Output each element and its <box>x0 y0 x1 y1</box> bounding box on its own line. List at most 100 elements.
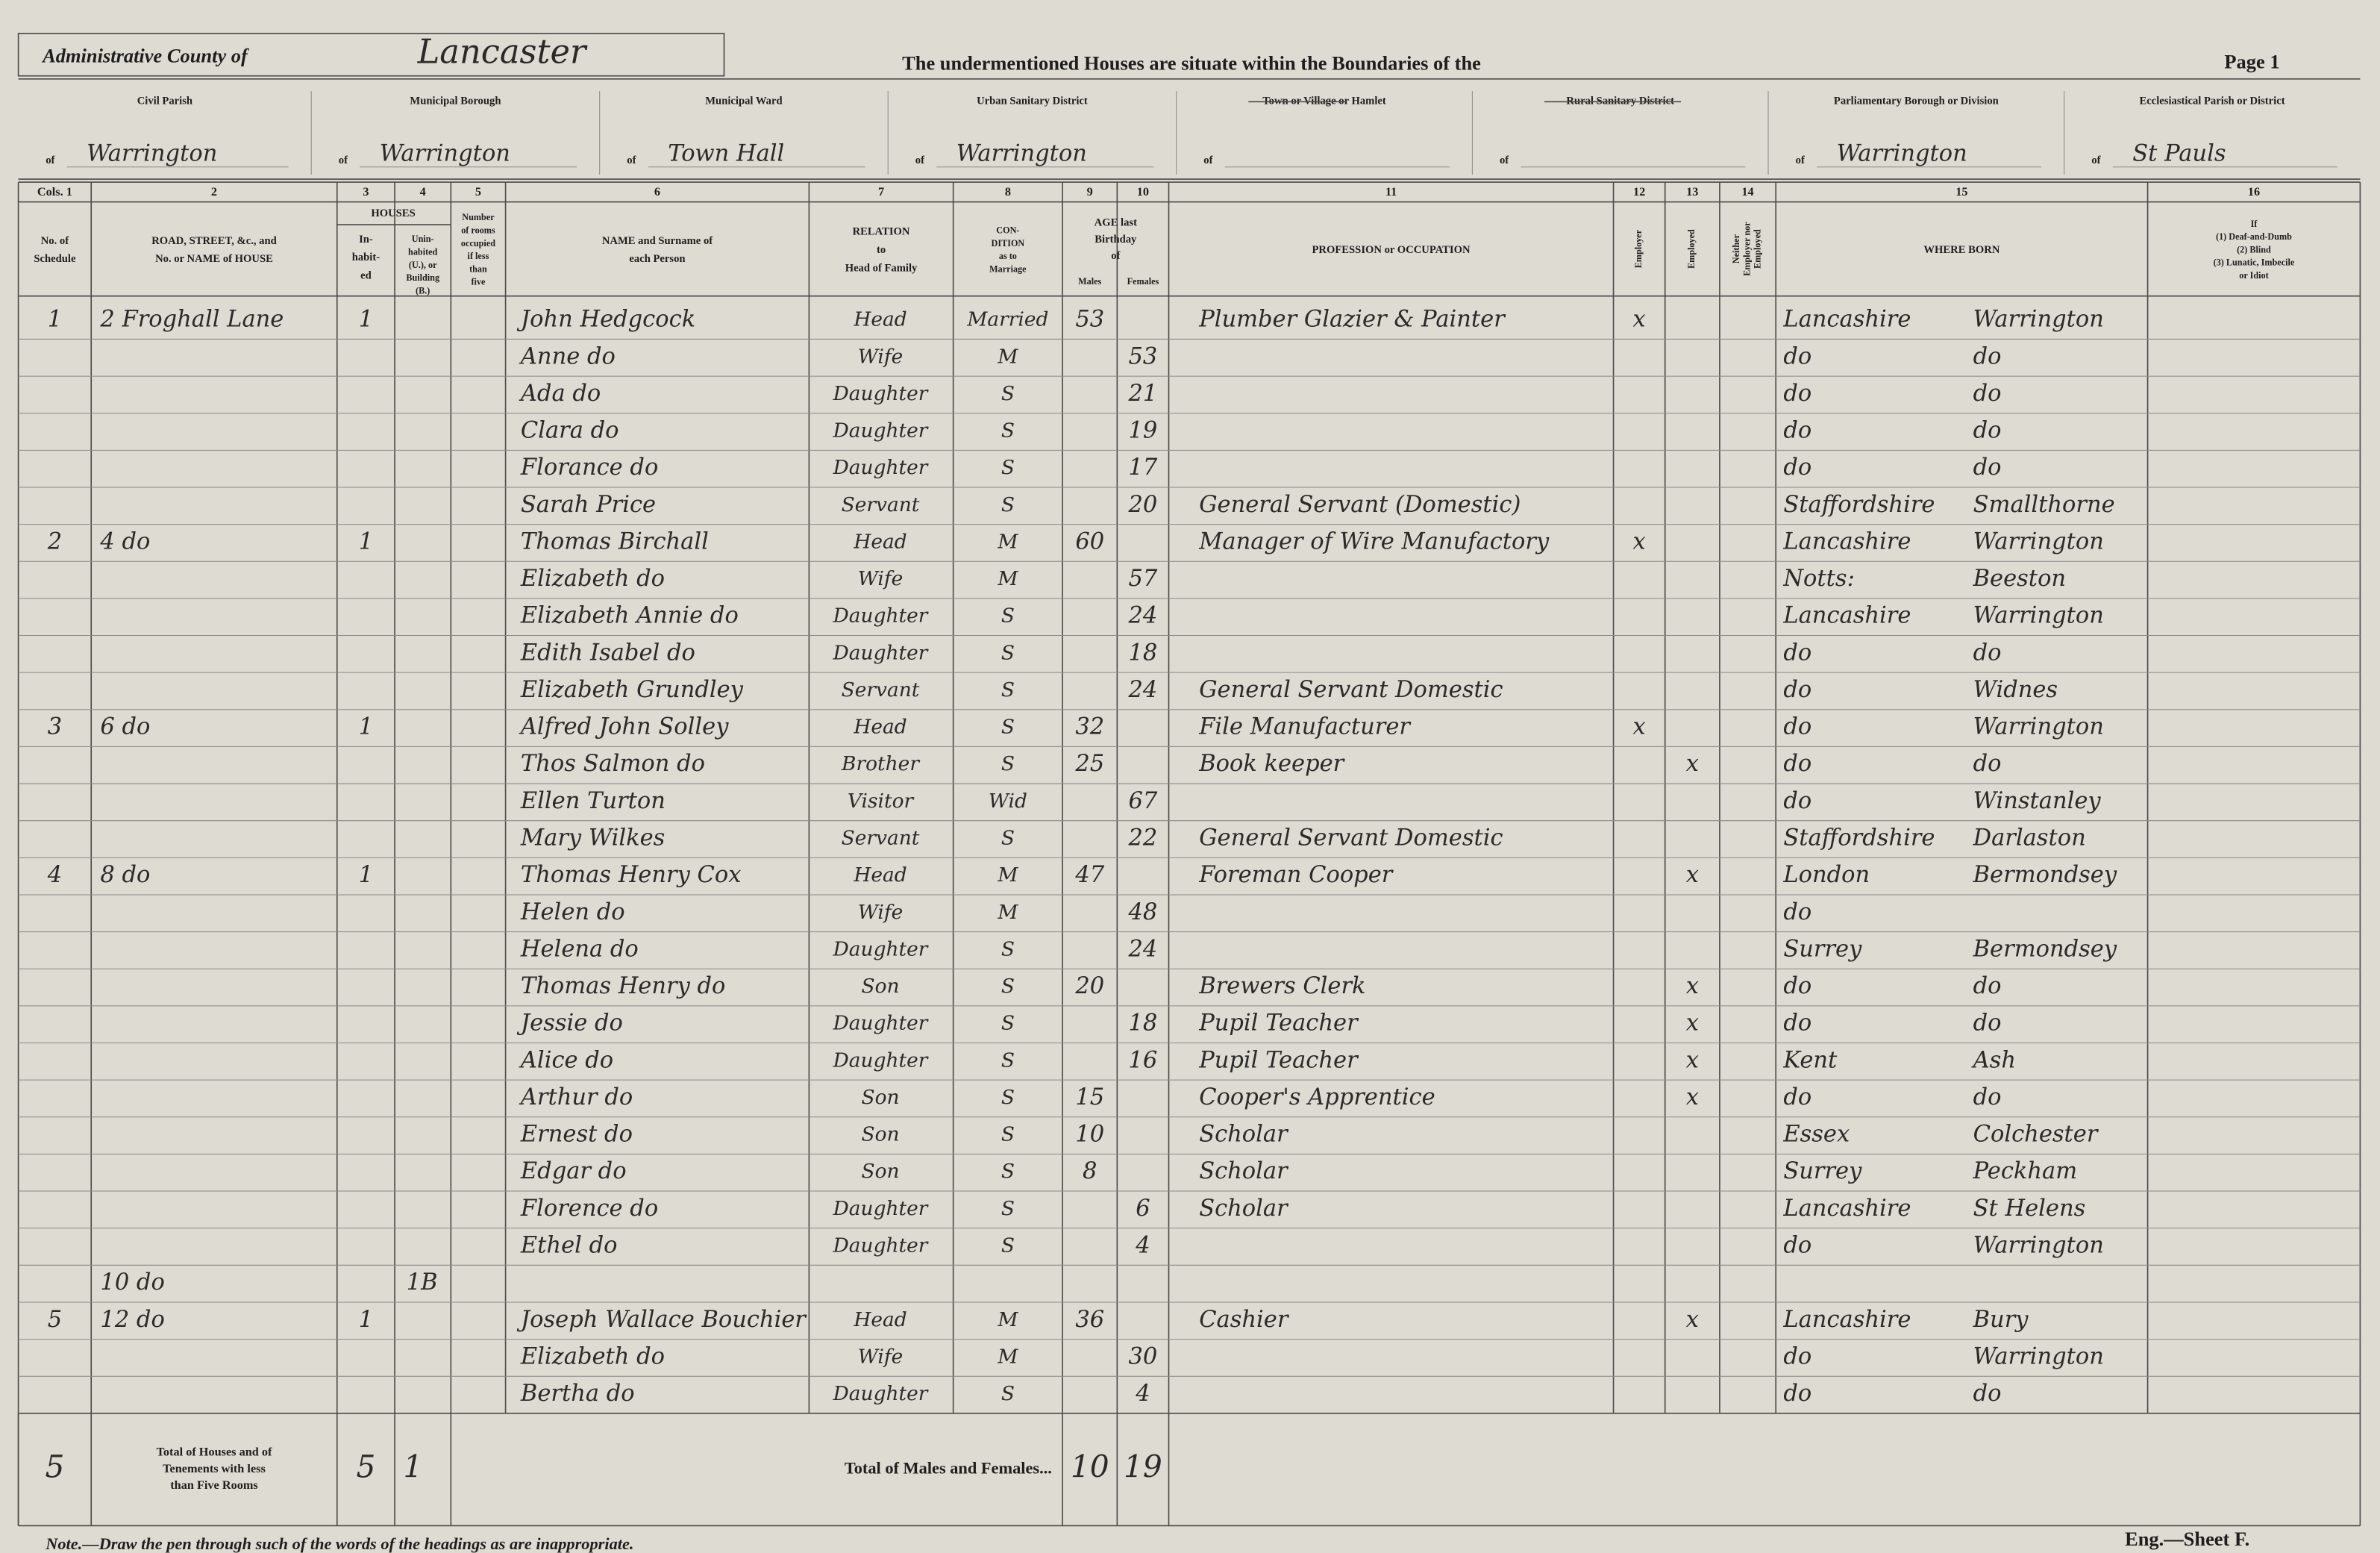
cell-employed: x <box>1686 751 1699 777</box>
column-head: Employed <box>1686 229 1697 269</box>
boundary-prefix: of <box>627 154 636 166</box>
intro: The undermentioned Houses are situate wi… <box>902 52 1481 75</box>
cell-birth-place: Darlaston <box>1973 825 2086 852</box>
boundary-prefix: of <box>339 154 348 166</box>
cell-birth-place: Warrington <box>1973 714 2104 740</box>
cell-birth-county: Lancashire <box>1782 603 1911 629</box>
totals-females: 19 <box>1124 1449 1162 1485</box>
cell-birth-place: do <box>1973 751 2002 777</box>
column-number: 8 <box>1005 185 1011 199</box>
cell-condition: S <box>1001 419 1015 443</box>
column-number: 11 <box>1385 185 1397 199</box>
cell-occupation: Scholar <box>1199 1158 1289 1184</box>
cell-inhabited: 1 <box>359 714 373 740</box>
cell-birth-county: Surrey <box>1783 936 1862 962</box>
cell-condition: M <box>997 530 1018 553</box>
cell-schedule: 3 <box>48 714 62 740</box>
cell-condition: M <box>997 1308 1018 1331</box>
cell-occupation: Manager of Wire Manufactory <box>1198 528 1550 554</box>
column-head: Schedule <box>34 253 76 265</box>
cell-employer: x <box>1633 714 1646 740</box>
cell-condition: S <box>1001 456 1015 479</box>
cell-age-f: 20 <box>1128 492 1158 518</box>
cell-age-m: 10 <box>1075 1122 1104 1148</box>
cell-birth-county: do <box>1783 1084 1811 1110</box>
cell-birth-county: London <box>1782 862 1870 888</box>
cell-occupation: Pupil Teacher <box>1198 1010 1359 1037</box>
boundary-label: Civil Parish <box>137 96 192 107</box>
cell-name: Jessie do <box>516 1010 623 1037</box>
totals-label: than Five Rooms <box>170 1478 257 1492</box>
boundary-prefix: of <box>46 154 55 166</box>
column-number: Cols. 1 <box>37 185 72 199</box>
cell-occupation: Cooper's Apprentice <box>1199 1084 1435 1110</box>
column-head: PROFESSION or OCCUPATION <box>1312 244 1471 256</box>
cell-name: Ada do <box>519 381 601 407</box>
cell-relation: Head <box>853 308 906 331</box>
column-head: NAME and Surname of <box>602 235 713 247</box>
cell-name: John Hedgcock <box>516 307 695 333</box>
column-head: if less <box>468 251 489 261</box>
houses-head: HOUSES <box>371 207 415 219</box>
cell-relation: Son <box>861 1160 899 1183</box>
cell-condition: S <box>1001 1049 1015 1072</box>
cell-employed: x <box>1686 1084 1699 1110</box>
cell-address: 10 do <box>100 1269 164 1296</box>
column-head: Employer <box>1633 229 1644 268</box>
column-head: or Idiot <box>2239 270 2268 281</box>
cell-schedule: 5 <box>48 1307 62 1333</box>
cell-age-f: 24 <box>1128 603 1158 629</box>
cell-birth-place: Warrington <box>1973 1343 2104 1369</box>
cell-birth-county: Staffordshire <box>1783 492 1935 518</box>
cell-age-f: 24 <box>1128 936 1158 962</box>
boundary-prefix: of <box>1500 154 1509 166</box>
cell-relation: Wife <box>858 567 904 590</box>
column-head: occupied <box>461 238 495 249</box>
county-box <box>17 32 725 77</box>
county-label: Administrative County of <box>41 44 249 66</box>
cell-condition: S <box>1001 493 1015 516</box>
cell-occupation: Pupil Teacher <box>1198 1047 1359 1073</box>
cell-relation: Daughter <box>833 1382 929 1405</box>
cell-birth-place: Bermondsey <box>1973 862 2117 888</box>
boundary-label: Municipal Ward <box>705 96 782 107</box>
cell-condition: M <box>997 1345 1018 1368</box>
column-number: 14 <box>1741 185 1753 199</box>
column-head: (3) Lunatic, Imbecile <box>2214 257 2295 268</box>
cell-birth-place: do <box>1973 1084 2002 1110</box>
cell-birth-place: Widnes <box>1973 677 2058 703</box>
totals-sex-label: Total of Males and Females... <box>845 1458 1052 1477</box>
cell-birth-place: Colchester <box>1973 1122 2099 1148</box>
cell-name: Bertha do <box>520 1381 635 1407</box>
cell-age-f: 4 <box>1135 1381 1150 1407</box>
cell-relation: Son <box>861 1123 899 1146</box>
cell-condition: M <box>997 901 1018 924</box>
cell-condition: Wid <box>989 790 1027 813</box>
column-head: DITION <box>992 238 1025 249</box>
column-head: RELATION <box>853 226 910 238</box>
column-head: No. of <box>41 235 69 247</box>
totals-schedules: 5 <box>45 1449 64 1485</box>
column-head: No. or NAME of HOUSE <box>155 253 273 265</box>
cell-condition: S <box>1001 678 1015 701</box>
cell-employed: x <box>1686 973 1699 999</box>
column-head: Employer nor <box>1741 222 1752 276</box>
cell-schedule: 2 <box>47 528 62 554</box>
cell-relation: Head <box>853 530 906 553</box>
column-head: CON- <box>996 225 1019 236</box>
cell-relation: Daughter <box>833 1012 929 1035</box>
cell-birth-place: Bury <box>1973 1307 2029 1333</box>
column-head: WHERE BORN <box>1923 244 1999 256</box>
cell-birth-place: do <box>1973 1381 2002 1407</box>
boundary-value: Warrington <box>380 140 510 166</box>
cell-condition: S <box>1001 1160 1015 1183</box>
cell-birth-place: do <box>1973 418 2002 444</box>
cell-condition: S <box>1001 827 1015 850</box>
boundary-label: Ecclesiastical Parish or District <box>2139 96 2285 107</box>
boundary-value: St Pauls <box>2132 140 2226 166</box>
cell-name: Edgar do <box>520 1158 627 1184</box>
column-head: Marriage <box>989 263 1027 274</box>
cell-condition: S <box>1001 1012 1015 1035</box>
cell-birth-county: do <box>1783 1010 1811 1037</box>
column-number: 5 <box>475 185 481 199</box>
